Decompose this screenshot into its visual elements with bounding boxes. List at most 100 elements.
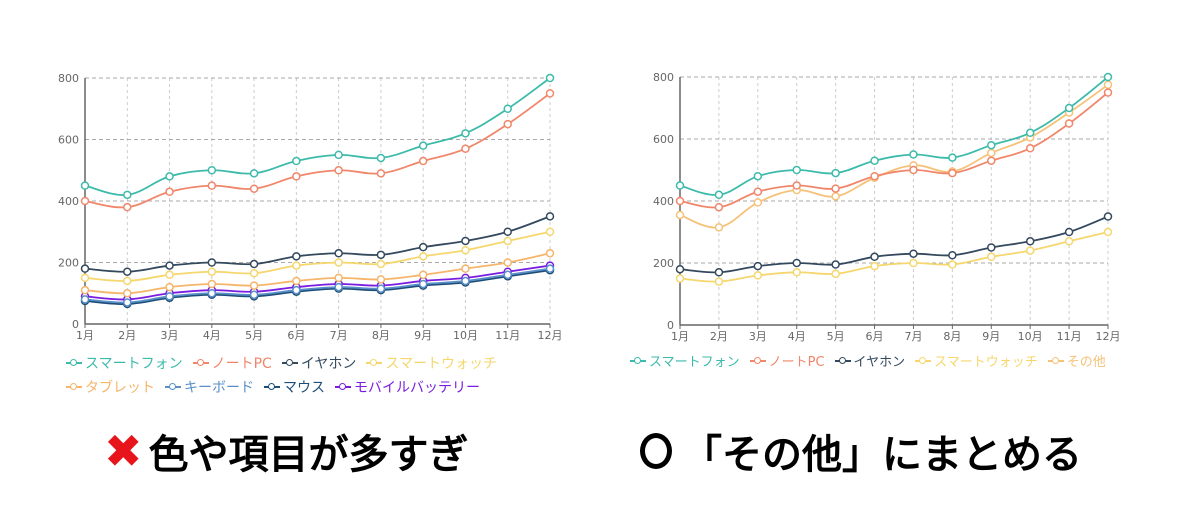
y-tick-label: 400	[653, 195, 674, 208]
data-point	[987, 156, 996, 165]
data-point	[207, 267, 217, 276]
data-point	[249, 290, 259, 300]
series-ノートPC	[675, 88, 1113, 212]
data-point	[753, 171, 763, 181]
legend-marker-icon	[335, 382, 351, 392]
series-スマートウォッチ	[675, 227, 1113, 286]
data-point	[909, 150, 918, 159]
data-point	[870, 171, 879, 181]
data-point	[165, 270, 174, 280]
data-point	[545, 212, 555, 221]
data-point	[461, 144, 470, 153]
legend-item[interactable]: スマートフォン	[66, 353, 183, 373]
data-point	[831, 168, 840, 178]
legend-label: スマートフォン	[85, 356, 183, 372]
data-point	[376, 169, 386, 178]
legend-right: スマートフォン ノートPC イヤホン スマートウォッチ その他	[630, 351, 1150, 370]
data-point	[831, 184, 840, 193]
data-point	[503, 258, 512, 267]
data-point	[831, 269, 840, 279]
legend-item[interactable]: イヤホン	[281, 353, 356, 373]
data-point	[1025, 237, 1035, 246]
x-tick-label: 10月	[453, 329, 478, 342]
data-point	[675, 196, 685, 206]
legend-item[interactable]: キーボード	[165, 377, 254, 397]
x-tick-label: 7月	[904, 330, 922, 343]
data-point	[948, 251, 957, 260]
y-tick-label: 400	[58, 195, 79, 208]
data-point	[503, 227, 512, 236]
y-tick-label: 800	[58, 72, 79, 85]
x-tick-label: 11月	[495, 329, 520, 342]
legend-item[interactable]: ノートPC	[749, 351, 825, 370]
data-point	[909, 258, 918, 268]
data-point	[909, 249, 918, 258]
data-point	[753, 261, 763, 271]
data-point	[461, 245, 470, 255]
caption-good: 「その他」にまとめる	[640, 422, 1082, 480]
x-tick-label: 8月	[943, 330, 961, 343]
data-point	[376, 284, 386, 293]
x-tick-label: 6月	[866, 330, 884, 343]
data-point	[714, 277, 724, 286]
data-point	[503, 236, 512, 246]
legend-label: ノートPC	[211, 356, 272, 372]
series-スマートウォッチ	[80, 227, 555, 286]
legend-marker-icon	[630, 356, 646, 366]
x-tick-label: 12月	[538, 329, 563, 342]
data-point	[948, 260, 957, 269]
x-tick-label: 10月	[1018, 330, 1043, 343]
data-point	[334, 166, 343, 175]
data-point	[753, 198, 763, 207]
series-line	[84, 77, 551, 196]
series-line	[679, 91, 1109, 209]
y-tick-label: 200	[653, 257, 674, 270]
y-tick-label: 600	[58, 134, 79, 147]
data-point	[461, 236, 470, 246]
data-point	[675, 274, 685, 283]
x-tick-label: 9月	[414, 329, 432, 342]
x-tick-label: 3月	[161, 329, 179, 342]
data-point	[461, 264, 470, 273]
caption-good-text: 「その他」にまとめる	[682, 432, 1082, 478]
legend-label: ノートPC	[768, 355, 825, 370]
legend-item[interactable]: ノートPC	[192, 353, 272, 373]
data-point	[80, 196, 90, 206]
series-line	[84, 252, 551, 295]
y-tick-label: 600	[653, 133, 674, 146]
legend-item[interactable]: イヤホン	[834, 351, 905, 370]
caption-bad: ✖ 色や項目が多すぎ	[104, 422, 469, 480]
legend-item[interactable]: スマートウォッチ	[366, 353, 497, 373]
legend-marker-icon	[281, 358, 298, 368]
data-point	[461, 129, 470, 138]
data-point	[292, 285, 301, 295]
legend-label: その他	[1066, 355, 1106, 370]
legend-marker-icon	[1047, 356, 1064, 366]
data-point	[792, 268, 801, 277]
legend-item[interactable]: スマートフォン	[630, 351, 740, 370]
legend-label: モバイルバッテリー	[354, 380, 480, 396]
legend-item[interactable]: スマートウォッチ	[915, 351, 1038, 370]
data-point	[376, 250, 386, 260]
data-point	[714, 268, 724, 277]
legend-item[interactable]: タブレット	[66, 377, 155, 397]
series-イヤホン	[675, 212, 1113, 277]
legend-item[interactable]: マウス	[264, 377, 325, 397]
data-point	[545, 249, 555, 258]
legend-marker-icon	[264, 382, 280, 392]
data-point	[792, 165, 801, 175]
data-point	[987, 140, 996, 150]
data-point	[870, 261, 879, 271]
x-tick-label: 11月	[1057, 330, 1082, 343]
data-point	[123, 289, 132, 298]
data-point	[292, 276, 301, 286]
series-キーボード	[80, 264, 555, 307]
data-point	[334, 258, 343, 267]
legend-item[interactable]: モバイルバッテリー	[335, 377, 480, 397]
legend-item[interactable]: その他	[1047, 351, 1106, 370]
data-point	[792, 258, 801, 268]
data-point	[207, 279, 217, 289]
y-tick-label: 200	[58, 257, 79, 270]
data-point	[249, 184, 259, 193]
data-point	[80, 273, 90, 283]
